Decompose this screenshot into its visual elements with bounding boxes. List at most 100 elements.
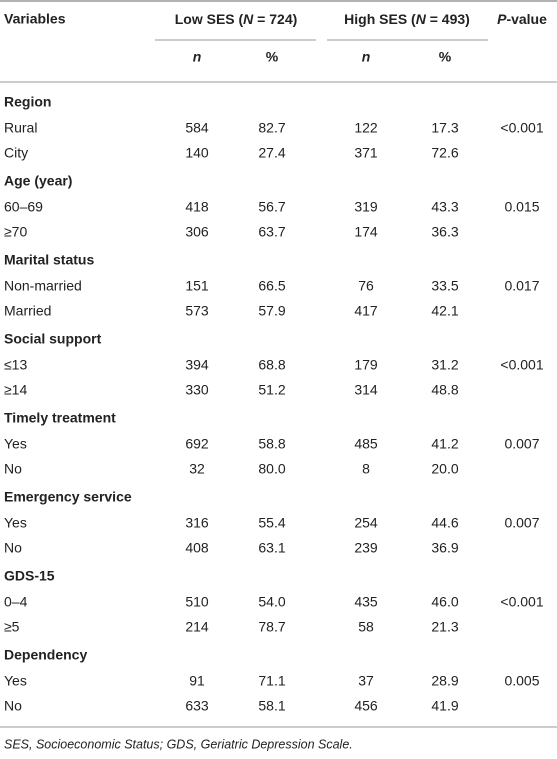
cell: 31.2 <box>431 357 458 373</box>
subheader: % <box>439 49 452 65</box>
p-value: 0.007 <box>504 436 539 452</box>
row-label: 0–4 <box>4 594 28 610</box>
row-label: ≤13 <box>4 357 27 373</box>
cell: 314 <box>354 382 378 398</box>
p-value: 0.007 <box>504 515 539 531</box>
cell: 316 <box>185 515 209 531</box>
p-value: 0.017 <box>504 278 539 294</box>
cell: 41.2 <box>431 436 458 452</box>
cell: 151 <box>185 278 209 294</box>
cell: 63.1 <box>258 540 285 556</box>
cell: 91 <box>189 673 205 689</box>
cell: 394 <box>185 357 209 373</box>
cell: 174 <box>354 224 378 240</box>
group-suffix: = 493) <box>426 11 470 27</box>
cell: 66.5 <box>258 278 285 294</box>
group-prefix: Low SES ( <box>175 11 244 27</box>
section-label: Dependency <box>4 647 87 663</box>
cell: 44.6 <box>431 515 458 531</box>
cell: 573 <box>185 303 209 319</box>
row-label: ≥5 <box>4 619 20 635</box>
section-label: Emergency service <box>4 489 132 505</box>
cell: 72.6 <box>431 145 458 161</box>
cell: 692 <box>185 436 209 452</box>
row-label: Yes <box>4 673 27 689</box>
cell: 435 <box>354 594 378 610</box>
cell: 36.3 <box>431 224 458 240</box>
cell: 37 <box>358 673 374 689</box>
cell: 8 <box>362 461 370 477</box>
cell: 214 <box>185 619 209 635</box>
p-value: 0.015 <box>504 199 539 215</box>
cell: 140 <box>185 145 209 161</box>
cell: 239 <box>354 540 378 556</box>
group-symbol: N <box>243 11 254 27</box>
row-label: Non-married <box>4 278 82 294</box>
cell: 80.0 <box>258 461 285 477</box>
cell: 28.9 <box>431 673 458 689</box>
cell: 54.0 <box>258 594 285 610</box>
cell: 330 <box>185 382 209 398</box>
row-label: Yes <box>4 436 27 452</box>
p-value: <0.001 <box>500 357 543 373</box>
cell: 33.5 <box>431 278 458 294</box>
cell: 306 <box>185 224 209 240</box>
header-variables: Variables <box>4 11 66 27</box>
cell: 48.8 <box>431 382 458 398</box>
section-label: Timely treatment <box>4 410 116 426</box>
cell: 21.3 <box>431 619 458 635</box>
cell: 371 <box>354 145 378 161</box>
cell: 36.9 <box>431 540 458 556</box>
section-label: Age (year) <box>4 173 72 189</box>
p-value-header: P-value <box>497 11 547 27</box>
row-label: No <box>4 540 22 556</box>
p-value: <0.001 <box>500 594 543 610</box>
subheader: % <box>266 49 279 65</box>
cell: 68.8 <box>258 357 285 373</box>
cell: 20.0 <box>431 461 458 477</box>
section-label: GDS-15 <box>4 568 55 584</box>
cell: 17.3 <box>431 120 458 136</box>
section-label: Social support <box>4 331 102 347</box>
group-suffix: = 724) <box>253 11 297 27</box>
p-suffix: -value <box>506 11 547 27</box>
cell: 42.1 <box>431 303 458 319</box>
row-label: No <box>4 698 22 714</box>
cell: 510 <box>185 594 209 610</box>
row-label: ≥14 <box>4 382 27 398</box>
cell: 584 <box>185 120 209 136</box>
group-symbol: N <box>416 11 427 27</box>
cell: 55.4 <box>258 515 285 531</box>
cell: 58 <box>358 619 374 635</box>
cell: 319 <box>354 199 378 215</box>
subheader: n <box>193 49 202 65</box>
row-label: ≥70 <box>4 224 27 240</box>
cell: 122 <box>354 120 378 136</box>
cell: 76 <box>358 278 374 294</box>
row-label: City <box>4 145 28 161</box>
cell: 27.4 <box>258 145 285 161</box>
cell: 418 <box>185 199 209 215</box>
cell: 41.9 <box>431 698 458 714</box>
group-prefix: High SES ( <box>344 11 416 27</box>
cell: 57.9 <box>258 303 285 319</box>
cell: 71.1 <box>258 673 285 689</box>
cell: 58.1 <box>258 698 285 714</box>
row-label: 60–69 <box>4 199 43 215</box>
row-label: Yes <box>4 515 27 531</box>
cell: 32 <box>189 461 205 477</box>
cell: 633 <box>185 698 209 714</box>
cell: 485 <box>354 436 378 452</box>
section-label: Region <box>4 94 51 110</box>
p-value: <0.001 <box>500 120 543 136</box>
cell: 456 <box>354 698 378 714</box>
footnote: SES, Socioeconomic Status; GDS, Geriatri… <box>4 737 353 751</box>
p-value: 0.005 <box>504 673 539 689</box>
cell: 51.2 <box>258 382 285 398</box>
group-header: Low SES (N = 724) <box>175 11 298 27</box>
cell: 78.7 <box>258 619 285 635</box>
cell: 82.7 <box>258 120 285 136</box>
cell: 58.8 <box>258 436 285 452</box>
row-label: Rural <box>4 120 37 136</box>
